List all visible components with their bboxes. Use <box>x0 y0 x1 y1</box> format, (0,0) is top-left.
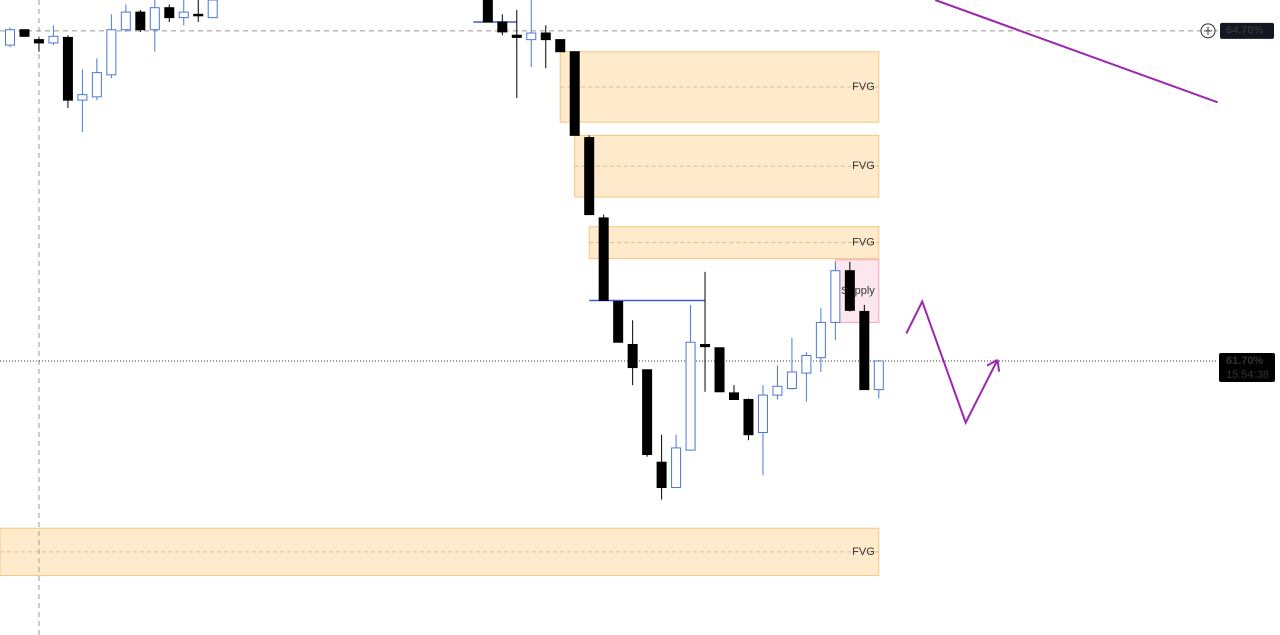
candle-body <box>193 13 204 17</box>
zone-label: FVG <box>852 81 875 93</box>
candle-body <box>19 29 30 37</box>
crosshair-label: 64.70% <box>1226 25 1264 37</box>
candle-body <box>555 39 566 53</box>
trend-drawing <box>905 299 999 426</box>
candle-body <box>120 11 131 31</box>
candle-body <box>33 39 44 44</box>
candle-body <box>569 51 580 136</box>
candle-body <box>598 217 609 301</box>
candle-body <box>91 72 102 98</box>
price-label-bg <box>1219 352 1275 382</box>
candle-body <box>685 341 696 451</box>
candle-body <box>511 34 522 38</box>
candle-body <box>526 32 537 41</box>
supply-zone <box>834 259 880 323</box>
candle-body <box>48 35 59 44</box>
candle-body <box>149 7 160 31</box>
candle-body <box>671 447 682 489</box>
candle-body <box>482 0 493 23</box>
candle-body <box>164 7 175 19</box>
crosshair-label-bg <box>1220 22 1274 39</box>
candle-body <box>772 385 783 396</box>
candle-body <box>642 369 653 456</box>
price-axis: 64.70% 61.70% 15:54:38 <box>1200 22 1275 382</box>
candle-body <box>627 343 638 369</box>
candle-body <box>77 94 88 101</box>
candle-body <box>540 32 551 41</box>
fvg-zone <box>0 527 880 577</box>
candle-body <box>207 0 218 19</box>
candle-body <box>801 354 812 374</box>
zone-label: FVG <box>852 546 875 558</box>
candle-body <box>786 371 797 389</box>
candle-body <box>873 360 884 391</box>
zone-label: FVG <box>852 237 875 249</box>
fvg-zone <box>559 51 880 123</box>
candle-body <box>135 11 146 31</box>
candle-body <box>62 36 73 101</box>
zone-label: FVG <box>852 160 875 172</box>
candle-body <box>830 270 841 323</box>
candle-body <box>743 398 754 436</box>
candle-body <box>815 321 826 359</box>
candle-body <box>106 29 117 76</box>
candle-body <box>757 394 768 434</box>
arrow-head <box>996 359 1001 372</box>
candle-body <box>5 29 15 46</box>
add-icon <box>1204 26 1212 35</box>
candle-body <box>700 343 711 348</box>
candle-body <box>729 392 739 400</box>
trend-drawing <box>934 0 1218 104</box>
price-label: 61.70% <box>1226 355 1264 367</box>
candle-body <box>714 347 725 393</box>
arrow-head <box>986 358 999 367</box>
candle-body <box>656 461 667 489</box>
countdown-label: 15:54:38 <box>1226 369 1269 381</box>
candle-body <box>859 310 870 391</box>
candle-body <box>497 21 508 33</box>
candle-body <box>178 11 189 19</box>
candle-body <box>844 270 855 311</box>
candle-body <box>584 137 595 216</box>
candle-body <box>613 301 624 343</box>
